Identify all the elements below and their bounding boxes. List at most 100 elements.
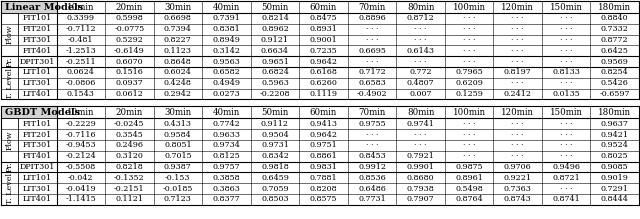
Text: FIT201: FIT201 xyxy=(23,131,52,139)
Text: · · ·: · · · xyxy=(366,131,378,139)
Text: 0.8575: 0.8575 xyxy=(310,195,337,203)
Text: 0.7881: 0.7881 xyxy=(310,174,337,182)
Text: · · ·: · · · xyxy=(463,120,476,128)
Text: 0.8896: 0.8896 xyxy=(358,14,386,22)
Text: · · ·: · · · xyxy=(560,79,572,87)
Text: 0.7938: 0.7938 xyxy=(406,185,435,193)
Text: GBDT Models: GBDT Models xyxy=(5,108,80,117)
Text: 0.0624: 0.0624 xyxy=(67,68,95,76)
Text: 0.6824: 0.6824 xyxy=(261,68,289,76)
Text: 0.7332: 0.7332 xyxy=(601,25,628,33)
Text: 0.9755: 0.9755 xyxy=(358,120,386,128)
Text: 120min: 120min xyxy=(501,108,534,117)
Text: · · ·: · · · xyxy=(511,36,524,44)
Text: 0.7907: 0.7907 xyxy=(407,195,435,203)
Text: 0.9121: 0.9121 xyxy=(261,36,289,44)
Text: 0.8931: 0.8931 xyxy=(310,25,337,33)
Text: · · ·: · · · xyxy=(560,47,572,55)
Text: 0.7731: 0.7731 xyxy=(358,195,386,203)
Text: · · ·: · · · xyxy=(560,185,572,193)
Text: -0.0419: -0.0419 xyxy=(65,185,96,193)
Text: DPIT301: DPIT301 xyxy=(20,58,55,66)
Text: · · ·: · · · xyxy=(414,141,427,149)
Text: 0.9706: 0.9706 xyxy=(504,163,532,171)
Text: Pr.: Pr. xyxy=(6,162,13,172)
Text: · · ·: · · · xyxy=(366,58,378,66)
Text: LIT301: LIT301 xyxy=(23,185,52,193)
Text: · · ·: · · · xyxy=(511,25,524,33)
Text: · · ·: · · · xyxy=(511,58,524,66)
Text: 0.8536: 0.8536 xyxy=(358,174,386,182)
Text: 0.9741: 0.9741 xyxy=(406,120,435,128)
Text: 0.6209: 0.6209 xyxy=(455,79,483,87)
Text: 10min: 10min xyxy=(67,108,95,117)
Text: 0.2942: 0.2942 xyxy=(164,90,192,98)
Text: FIT301: FIT301 xyxy=(23,36,52,44)
Text: 150min: 150min xyxy=(550,2,582,12)
Text: Flow: Flow xyxy=(6,130,13,150)
Text: 0.8254: 0.8254 xyxy=(601,68,628,76)
Text: · · ·: · · · xyxy=(560,152,572,160)
Text: 20min: 20min xyxy=(116,2,143,12)
Text: 180min: 180min xyxy=(598,2,631,12)
Text: 0.3863: 0.3863 xyxy=(212,185,241,193)
Text: · · ·: · · · xyxy=(560,120,572,128)
Text: 0.5292: 0.5292 xyxy=(115,36,143,44)
Text: 0.8381: 0.8381 xyxy=(212,25,240,33)
Text: 150min: 150min xyxy=(550,108,582,117)
Text: 0.1123: 0.1123 xyxy=(164,47,192,55)
Text: -0.2208: -0.2208 xyxy=(260,90,290,98)
Text: 0.9563: 0.9563 xyxy=(212,58,241,66)
Text: · · ·: · · · xyxy=(366,25,378,33)
Text: · · ·: · · · xyxy=(511,131,524,139)
Text: 0.2496: 0.2496 xyxy=(115,141,143,149)
Text: · · ·: · · · xyxy=(511,152,524,160)
Text: -0.1352: -0.1352 xyxy=(114,174,145,182)
Text: 0.9001: 0.9001 xyxy=(310,36,337,44)
Text: 0.6425: 0.6425 xyxy=(601,47,628,55)
Text: -0.9453: -0.9453 xyxy=(65,141,96,149)
Text: 0.6583: 0.6583 xyxy=(358,79,386,87)
Text: · · ·: · · · xyxy=(560,141,572,149)
Text: 0.6582: 0.6582 xyxy=(212,68,240,76)
Text: · · ·: · · · xyxy=(463,47,476,55)
Bar xyxy=(1,106,56,118)
Text: 0.1259: 0.1259 xyxy=(455,90,483,98)
Text: 0.7172: 0.7172 xyxy=(358,68,386,76)
Text: FIT101: FIT101 xyxy=(23,14,52,22)
Text: 0.8051: 0.8051 xyxy=(164,141,191,149)
Text: 60min: 60min xyxy=(310,108,337,117)
Text: 0.9504: 0.9504 xyxy=(261,131,289,139)
Text: 30min: 30min xyxy=(164,108,191,117)
Text: 0.8377: 0.8377 xyxy=(212,195,240,203)
Text: · · ·: · · · xyxy=(366,141,378,149)
Text: 0.772: 0.772 xyxy=(409,68,432,76)
Text: -0.042: -0.042 xyxy=(68,174,93,182)
Text: 120min: 120min xyxy=(501,2,534,12)
Text: 0.8680: 0.8680 xyxy=(407,174,435,182)
Text: 0.3120: 0.3120 xyxy=(115,152,143,160)
Text: · · ·: · · · xyxy=(366,36,378,44)
Text: 0.6698: 0.6698 xyxy=(164,14,192,22)
Text: 80min: 80min xyxy=(407,2,435,12)
Text: 0.5498: 0.5498 xyxy=(455,185,483,193)
Text: -0.0185: -0.0185 xyxy=(163,185,193,193)
Text: 0.8133: 0.8133 xyxy=(552,68,580,76)
Text: 0.9637: 0.9637 xyxy=(601,120,628,128)
Text: LIT301: LIT301 xyxy=(23,79,52,87)
Text: -0.6149: -0.6149 xyxy=(114,47,145,55)
Text: · · ·: · · · xyxy=(511,79,524,87)
Text: · · ·: · · · xyxy=(511,14,524,22)
Text: -0.6597: -0.6597 xyxy=(600,90,630,98)
Text: 0.8961: 0.8961 xyxy=(455,174,483,182)
Text: Linear Models: Linear Models xyxy=(5,2,83,12)
Text: 0.2412: 0.2412 xyxy=(504,90,532,98)
Text: 0.8197: 0.8197 xyxy=(504,68,532,76)
Text: 0.8025: 0.8025 xyxy=(601,152,628,160)
Text: · · ·: · · · xyxy=(414,131,427,139)
Text: 0.7394: 0.7394 xyxy=(164,25,192,33)
Text: 0.1516: 0.1516 xyxy=(115,68,143,76)
Text: 0.8503: 0.8503 xyxy=(261,195,289,203)
Text: FIT301: FIT301 xyxy=(23,141,52,149)
Text: 0.7965: 0.7965 xyxy=(455,68,483,76)
